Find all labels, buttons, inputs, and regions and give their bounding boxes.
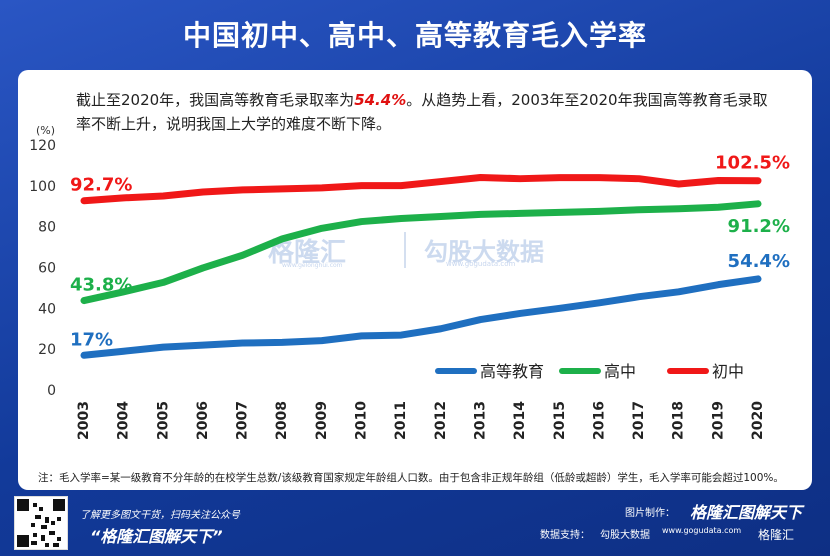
qr-module xyxy=(41,525,47,529)
qr-module xyxy=(51,521,55,525)
x-tick-label: 2020 xyxy=(750,401,766,440)
x-tick-label: 2014 xyxy=(512,401,528,440)
x-tick-label: 2019 xyxy=(710,401,726,440)
data-source: 勾股大数据 xyxy=(600,530,650,541)
watermark-divider xyxy=(404,232,406,268)
qr-module xyxy=(35,515,41,519)
x-tick-label: 2011 xyxy=(393,401,409,440)
intro-part2: 。从趋势上看，2003年至2020年我国高等教育毛录取率不断上升，说明我国上大学… xyxy=(76,91,768,133)
x-tick-label: 2006 xyxy=(195,401,211,440)
x-tick-label: 2005 xyxy=(155,401,171,440)
legend-label-1: 高中 xyxy=(604,362,636,381)
y-axis-unit: (%) xyxy=(36,124,55,137)
x-tick-label: 2010 xyxy=(354,401,370,440)
qr-code[interactable] xyxy=(14,496,68,550)
x-tick-label: 2008 xyxy=(274,401,290,440)
data-label-5: 102.5% xyxy=(715,153,790,174)
qr-module xyxy=(57,517,61,521)
footnote: 注：毛入学率=某一级教育不分年龄的在校学生总数/该级教育国家规定年龄组人口数。由… xyxy=(38,472,784,484)
qr-module xyxy=(53,543,59,547)
x-tick-label: 2016 xyxy=(591,401,607,440)
intro-highlight: 54.4% xyxy=(354,91,407,109)
x-tick-label: 2003 xyxy=(76,401,92,440)
qr-module xyxy=(41,535,45,541)
watermark-data-url: www.gogudata.com xyxy=(446,260,516,268)
data-label-1: 54.4% xyxy=(728,251,790,272)
made-by-label: 图片制作： xyxy=(625,508,675,519)
qr-module xyxy=(17,535,29,547)
qr-module xyxy=(39,507,43,511)
qr-module xyxy=(33,503,37,507)
x-tick-label: 2017 xyxy=(631,401,647,440)
y-tick-label: 0 xyxy=(47,383,56,399)
x-tick-label: 2018 xyxy=(671,401,687,440)
qr-module xyxy=(53,499,65,511)
x-tick-label: 2009 xyxy=(314,401,330,440)
x-tick-label: 2007 xyxy=(235,401,251,440)
y-tick-label: 100 xyxy=(29,179,56,195)
made-by-brand: 格隆汇图解天下 xyxy=(690,503,803,522)
qr-module xyxy=(49,531,55,535)
content-card xyxy=(18,70,812,490)
series-line-1 xyxy=(80,200,762,305)
account-name: “格隆汇图解天下” xyxy=(90,527,223,546)
qr-module xyxy=(17,499,29,511)
y-tick-label: 80 xyxy=(38,220,56,236)
x-tick-label: 2015 xyxy=(552,401,568,440)
series-line-2 xyxy=(80,173,762,205)
y-tick-label: 60 xyxy=(38,261,56,277)
qr-module xyxy=(31,523,35,527)
intro-part1: 截止至2020年，我国高等教育毛录取率为 xyxy=(76,91,355,109)
qr-module xyxy=(57,537,61,541)
data-label-4: 92.7% xyxy=(70,175,132,196)
promo-text: 了解更多图文干货，扫码关注公众号 xyxy=(80,510,240,521)
watermark-brand-url: www.gelonghui.com xyxy=(282,262,343,269)
corner-logo: 格隆汇 xyxy=(758,528,795,542)
watermark-data-brand: 勾股大数据 xyxy=(424,238,544,266)
qr-module xyxy=(45,517,49,523)
data-label-0: 17% xyxy=(70,329,113,350)
data-url: www.gogudata.com xyxy=(662,526,742,535)
y-tick-label: 120 xyxy=(29,138,56,154)
intro-text: 截止至2020年，我国高等教育毛录取率为54.4%。从趋势上看，2003年至20… xyxy=(76,88,776,136)
data-label-2: 43.8% xyxy=(70,275,132,296)
qr-module xyxy=(33,533,37,537)
data-label: 数据支持： xyxy=(540,530,590,541)
page-title: 中国初中、高中、高等教育毛入学率 xyxy=(182,19,647,52)
legend-label-0: 高等教育 xyxy=(480,362,544,381)
x-tick-label: 2013 xyxy=(472,401,488,440)
x-tick-label: 2012 xyxy=(433,401,449,440)
qr-module xyxy=(45,543,49,547)
series-line-0 xyxy=(80,275,762,359)
y-tick-label: 40 xyxy=(38,301,56,317)
qr-module xyxy=(31,541,37,545)
y-tick-label: 20 xyxy=(38,342,56,358)
data-label-3: 91.2% xyxy=(728,216,790,237)
x-tick-label: 2004 xyxy=(116,401,132,440)
legend-label-2: 初中 xyxy=(712,362,744,381)
